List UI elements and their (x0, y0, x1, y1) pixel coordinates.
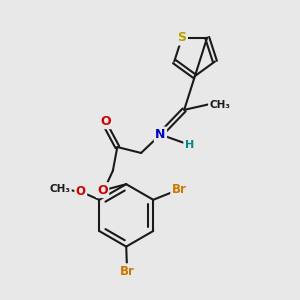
Text: CH₃: CH₃ (50, 184, 70, 194)
Text: CH₃: CH₃ (209, 100, 230, 110)
Text: Br: Br (119, 265, 134, 278)
Text: O: O (100, 115, 111, 128)
Text: Br: Br (172, 183, 187, 196)
Text: H: H (184, 140, 194, 150)
Text: S: S (178, 31, 187, 44)
Text: N: N (155, 128, 166, 141)
Text: O: O (76, 185, 86, 198)
Text: O: O (97, 184, 108, 196)
